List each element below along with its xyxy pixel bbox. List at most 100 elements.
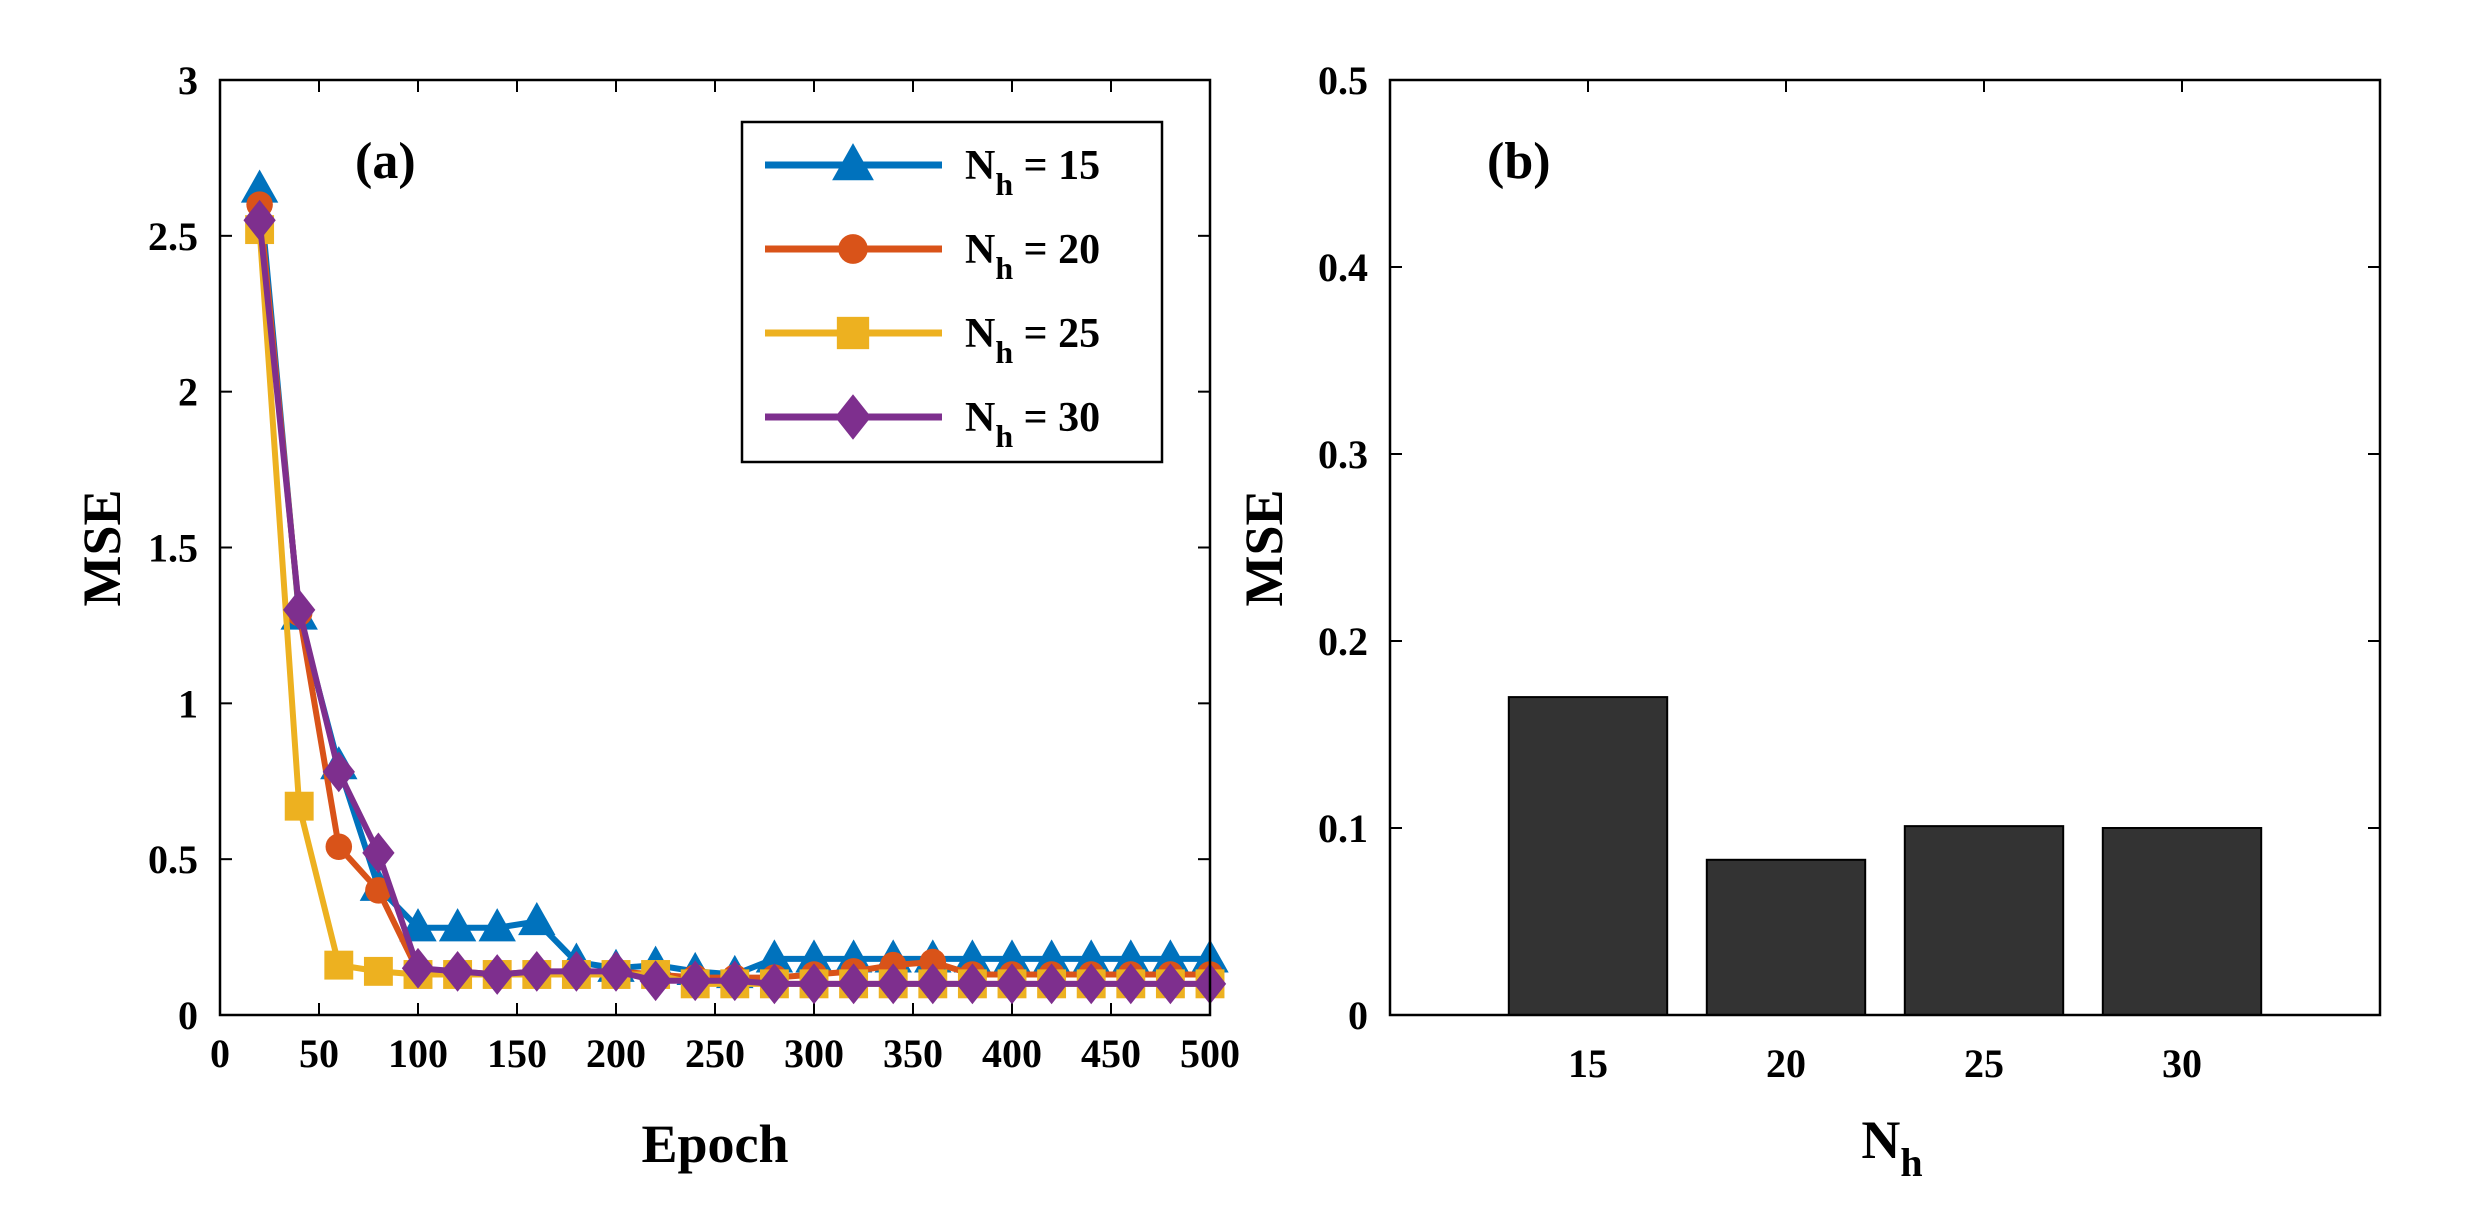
data-point	[1114, 963, 1147, 1005]
data-point	[401, 947, 435, 989]
y-tick-label: 0.5	[148, 837, 198, 882]
data-point	[1035, 963, 1068, 1005]
data-point	[560, 950, 593, 992]
x-tick-label: 0	[210, 1031, 230, 1076]
data-point	[953, 939, 992, 973]
y-tick-label: 2	[178, 370, 198, 415]
bar-nh-20	[1705, 858, 1867, 1016]
data-point	[919, 948, 947, 976]
data-point	[758, 963, 791, 1005]
x-tick-label: 350	[883, 1031, 943, 1076]
y-tick-label: 0	[178, 993, 198, 1038]
panel-b-x-axis-label-main: N	[1861, 1110, 1900, 1170]
data-point	[363, 956, 393, 986]
data-point	[283, 589, 316, 631]
data-point	[1072, 939, 1110, 973]
panel-a-y-axis-label: MSE	[72, 489, 132, 606]
panel-a-label: (a)	[355, 133, 416, 190]
data-point	[1075, 963, 1108, 1005]
legend-entry: Nh = 30	[765, 394, 1100, 454]
y-tick-label: 2.5	[148, 214, 198, 259]
data-point	[365, 877, 392, 904]
x-tick-label: 250	[685, 1031, 745, 1076]
data-point	[797, 963, 831, 1005]
x-tick-label: 450	[1081, 1031, 1141, 1076]
panel-b-x-axis-label: Nh	[1861, 1110, 1922, 1185]
x-tick-label: 100	[388, 1031, 448, 1076]
data-point	[877, 963, 910, 1005]
legend-label: Nh = 15	[965, 143, 1100, 202]
x-tick-label: 300	[784, 1031, 844, 1076]
data-point	[916, 963, 949, 1005]
panel-b-label: (b)	[1487, 133, 1551, 190]
legend-label: Nh = 30	[965, 395, 1100, 454]
data-point	[1151, 939, 1190, 973]
panel-b-bar-chart: 15 20 25 30 0 0.1 0.2 0.3 0.4 0.5 (b) Nh MSE	[1234, 58, 2382, 1185]
y-tick-label: 0.1	[1318, 806, 1368, 851]
y-tick-label: 0.5	[1318, 58, 1368, 103]
data-point	[995, 963, 1029, 1005]
data-point	[518, 901, 556, 936]
panel-b-x-axis-label-sub: h	[1900, 1140, 1922, 1185]
panel-a-y-tick-labels: 0 0.5 1 1.5 2 2.5 3	[148, 58, 198, 1038]
y-tick-label: 0	[1348, 993, 1368, 1038]
data-point	[795, 939, 833, 973]
data-point	[325, 833, 353, 860]
data-point	[679, 960, 712, 1002]
panel-b-x-tick-labels: 15 20 25 30	[1568, 1041, 2202, 1086]
panel-a-x-tick-labels: 0 50 100 150 200 250 300 350 400 450 500	[210, 1031, 1240, 1076]
data-point	[599, 950, 633, 992]
data-point	[755, 939, 794, 973]
legend-label: Nh = 25	[965, 311, 1100, 370]
legend-marker	[838, 234, 868, 264]
data-point	[322, 751, 355, 793]
panel-a-series-group	[240, 169, 1229, 1005]
data-point	[324, 950, 354, 980]
data-point	[243, 199, 276, 241]
bar-nh-15	[1507, 696, 1669, 1016]
panel-a-legend: Nh = 15 Nh = 20 Nh = 25 Nh = 30	[740, 120, 1164, 464]
x-tick-label: 500	[1180, 1031, 1240, 1076]
data-point	[718, 960, 751, 1002]
panel-a-axes-box	[218, 78, 1212, 1017]
legend-marker	[834, 394, 872, 440]
data-point	[1032, 939, 1071, 973]
data-point	[520, 950, 553, 992]
data-point	[240, 169, 279, 203]
x-tick-label: 25	[1964, 1041, 2004, 1086]
y-tick-label: 0.2	[1318, 619, 1368, 664]
bar-nh-25	[1903, 825, 2065, 1016]
y-tick-label: 0.3	[1318, 432, 1368, 477]
y-tick-label: 1	[178, 681, 198, 726]
data-point	[284, 791, 314, 821]
y-tick-label: 0.4	[1318, 245, 1368, 290]
data-point	[837, 963, 870, 1005]
x-tick-label: 15	[1568, 1041, 1608, 1086]
data-point	[481, 954, 514, 995]
data-point	[1112, 939, 1150, 973]
panel-a-line-chart: 0 50 100 150 200 250 300 350 400 450 500 0 0.5 1 1.5 2…	[72, 58, 1240, 1174]
panel-b-axes-box	[1388, 78, 2382, 1017]
data-point	[438, 908, 477, 942]
y-tick-label: 3	[178, 58, 198, 103]
y-tick-label: 1.5	[148, 526, 198, 571]
data-point	[639, 960, 672, 1002]
bar-nh-30	[2101, 827, 2263, 1016]
data-point	[956, 963, 989, 1005]
panel-b-y-axis-label: MSE	[1234, 489, 1294, 606]
data-point	[362, 832, 395, 874]
data-point	[441, 950, 474, 992]
x-tick-label: 150	[487, 1031, 547, 1076]
legend-entry: Nh = 25	[765, 311, 1100, 370]
legend-entry: Nh = 15	[765, 143, 1100, 202]
series-nh-30	[243, 199, 1227, 1005]
data-point	[1154, 963, 1187, 1005]
legend-box	[740, 120, 1164, 464]
legend-marker	[836, 316, 870, 350]
x-tick-label: 50	[299, 1031, 339, 1076]
legend-marker	[832, 143, 874, 181]
data-point	[993, 939, 1031, 973]
panel-b-bars	[1507, 696, 2263, 1016]
x-tick-label: 400	[982, 1031, 1042, 1076]
